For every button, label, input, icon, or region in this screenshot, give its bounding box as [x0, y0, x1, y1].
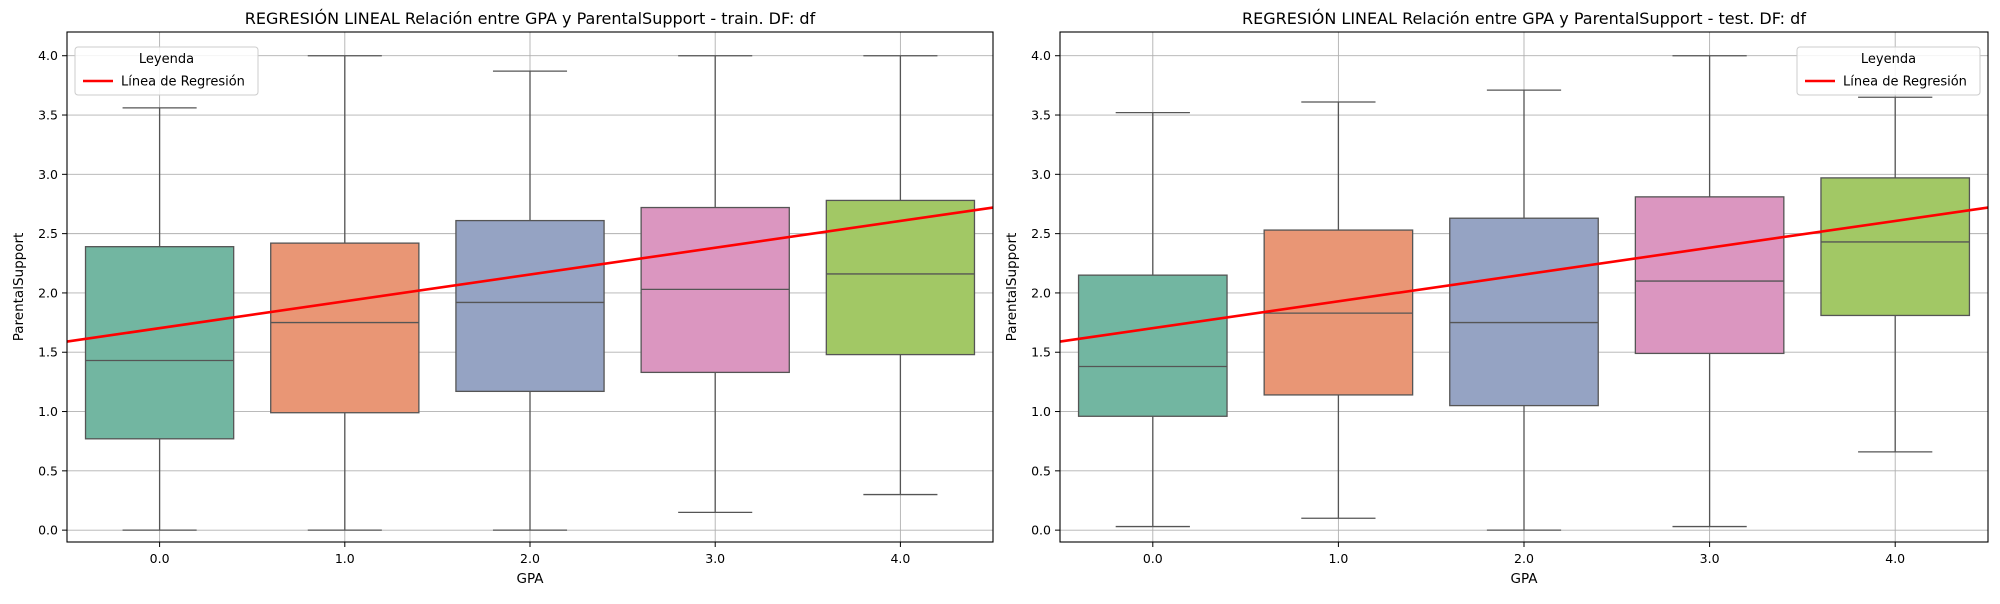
x-tick-label: 3.0 — [705, 551, 725, 566]
box-1.0 — [270, 55, 420, 531]
x-tick-label: 2.0 — [1514, 551, 1534, 566]
y-tick-label: 3.5 — [1031, 108, 1051, 123]
box-0.0 — [1077, 112, 1228, 528]
y-axis-label: ParentalSupport — [11, 233, 27, 342]
box-body — [270, 242, 420, 414]
chart-panel-train: 0.0 0.5 1.0 1.5 2.0 2.5 3.0 3.5 4.0 0.0 1.0 2.0 3.0 4… — [11, 9, 994, 587]
x-tick-label: 3.0 — [1700, 551, 1720, 566]
box-3.0 — [1634, 55, 1785, 528]
box-4.0 — [825, 55, 976, 496]
y-tick-label: 0.5 — [1031, 463, 1051, 478]
x-tick-label: 4.0 — [890, 551, 910, 566]
box-body — [1449, 217, 1599, 407]
y-tick-label: 3.5 — [38, 108, 58, 123]
box-body — [455, 219, 605, 393]
legend: Leyenda Línea de Regresión — [74, 46, 259, 96]
legend: Leyenda Línea de Regresión — [1796, 46, 1981, 96]
box-2.0 — [1449, 89, 1599, 531]
chart-title: REGRESIÓN LINEAL Relación entre GPA y Pa… — [1242, 9, 1806, 28]
box-body — [1634, 196, 1785, 355]
x-axis-label: GPA — [1511, 571, 1539, 587]
chart-panel-test: 0.0 0.5 1.0 1.5 2.0 2.5 3.0 3.5 4.0 0.0 1.0 2.0 3.0 4… — [1004, 9, 1989, 587]
y-tick-label: 3.0 — [38, 167, 58, 182]
y-tick-label: 2.5 — [1031, 226, 1051, 241]
y-tick-label: 0.0 — [38, 523, 58, 538]
legend-title: Leyenda — [139, 52, 194, 67]
box-4.0 — [1820, 96, 1971, 453]
y-tick-label: 1.0 — [38, 404, 58, 419]
y-axis-label: ParentalSupport — [1004, 233, 1020, 342]
legend-entry: Línea de Regresión — [1843, 75, 1967, 90]
y-tick-label: 2.0 — [1031, 285, 1051, 300]
legend-box — [74, 46, 259, 96]
y-tick-label: 1.5 — [38, 345, 58, 360]
regression-line — [66, 206, 994, 343]
box-3.0 — [640, 55, 790, 513]
y-tick-label: 2.5 — [38, 226, 58, 241]
regression-line — [1059, 206, 1989, 343]
x-tick-label: 1.0 — [1328, 551, 1348, 566]
x-tick-label: 0.0 — [1143, 551, 1163, 566]
x-tick-label: 4.0 — [1885, 551, 1905, 566]
box-body — [825, 199, 976, 356]
box-2.0 — [455, 70, 605, 531]
x-tick-label: 1.0 — [335, 551, 355, 566]
y-tick-label: 0.5 — [38, 463, 58, 478]
x-tick-label: 0.0 — [150, 551, 170, 566]
x-axis-label: GPA — [517, 571, 545, 587]
box-body — [84, 246, 235, 440]
legend-box — [1796, 46, 1981, 96]
y-tick-label: 4.0 — [1031, 48, 1051, 63]
y-tick-label: 3.0 — [1031, 167, 1051, 182]
box-0.0 — [84, 107, 235, 531]
y-tick-label: 0.0 — [1031, 523, 1051, 538]
box-body — [1820, 177, 1971, 317]
legend-entry: Línea de Regresión — [121, 75, 245, 90]
y-tick-label: 1.5 — [1031, 345, 1051, 360]
box-1.0 — [1263, 101, 1414, 519]
x-tick-label: 2.0 — [520, 551, 540, 566]
y-tick-label: 4.0 — [38, 48, 58, 63]
chart-title: REGRESIÓN LINEAL Relación entre GPA y Pa… — [245, 9, 816, 28]
box-body — [1077, 274, 1228, 417]
y-tick-label: 2.0 — [38, 285, 58, 300]
legend-title: Leyenda — [1861, 52, 1916, 67]
y-tick-label: 1.0 — [1031, 404, 1051, 419]
